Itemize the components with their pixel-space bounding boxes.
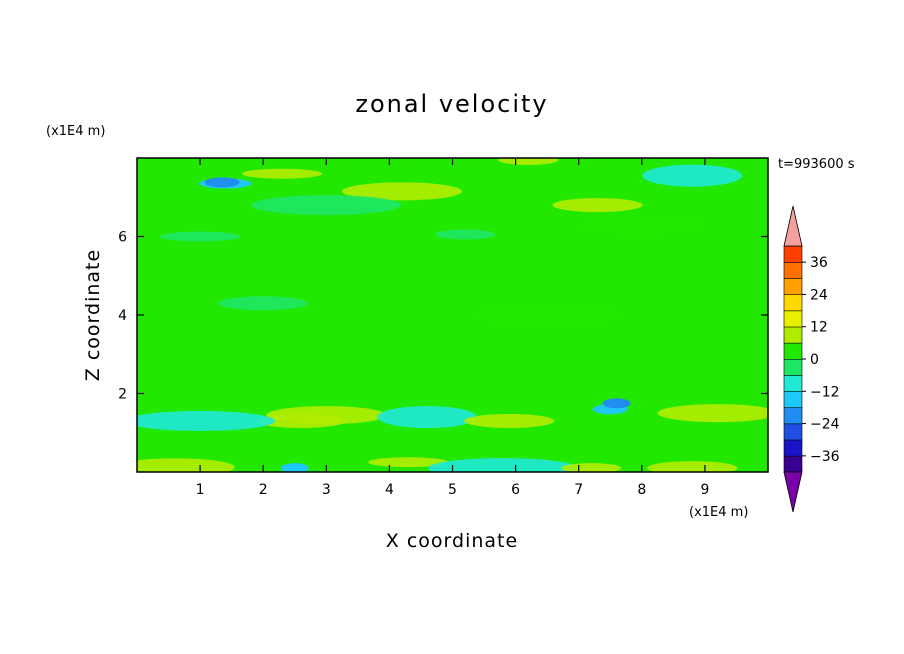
field-feature [256, 413, 347, 428]
field-feature [464, 413, 555, 428]
y-tick-label: 4 [118, 308, 127, 324]
y-axis-title: Z coordinate [82, 249, 104, 381]
colorbar-bin [783, 455, 803, 473]
colorbar-extend-high [783, 205, 803, 247]
field-feature [137, 458, 235, 472]
field-marks [137, 158, 768, 472]
field-feature [472, 305, 623, 325]
field-feature [561, 463, 622, 472]
field-feature [280, 463, 309, 472]
x-tick-label: 1 [196, 482, 205, 498]
x-tick-label: 7 [574, 482, 583, 498]
x-tick-label: 4 [385, 482, 394, 498]
colorbar-bin [783, 326, 803, 344]
x-tick-label: 6 [511, 482, 520, 498]
x-tick-label: 9 [700, 482, 709, 498]
y-axis: 2 4 6 [118, 230, 768, 403]
colorbar-tick-label: 12 [810, 320, 828, 336]
field-feature [435, 229, 496, 240]
field-feature [552, 198, 643, 213]
field-feature [642, 164, 743, 187]
colorbar-bin [783, 342, 803, 360]
colorbar-tick-label: −12 [810, 384, 840, 400]
colorbar-tick-label: 36 [810, 255, 828, 271]
colorbar-bin [783, 294, 803, 312]
y-tick-label: 6 [118, 230, 127, 246]
colorbar-extend-low [783, 471, 803, 513]
colorbar-tick-label: −36 [810, 449, 840, 465]
x-tick-label: 2 [259, 482, 268, 498]
field-feature [137, 410, 276, 431]
colorbar-bin [783, 245, 803, 263]
colorbar-bin [783, 423, 803, 441]
colorbar-bin [783, 358, 803, 376]
colorbar-tick-label: 24 [810, 287, 828, 303]
y-tick-label: 2 [118, 387, 127, 403]
colorbar-bin [783, 374, 803, 392]
x-tick-label: 3 [322, 482, 331, 498]
x-axis-title: X coordinate [386, 530, 518, 552]
time-label: t=993600 s [778, 157, 855, 172]
field-feature [218, 296, 309, 311]
field-feature [204, 177, 240, 188]
field-feature [428, 458, 578, 472]
field-feature [368, 457, 449, 468]
field-feature [657, 404, 768, 423]
field-feature [581, 215, 702, 234]
contour-field [137, 158, 768, 472]
x-unit-label: (x1E4 m) [689, 505, 748, 520]
field-feature [342, 182, 463, 201]
field-feature [242, 168, 323, 179]
field-feature [160, 231, 241, 242]
field-feature [498, 158, 559, 165]
field-feature [647, 461, 738, 472]
z-unit-label: (x1E4 m) [46, 124, 105, 139]
field-feature [602, 398, 631, 409]
colorbar-bin [783, 277, 803, 296]
field-feature [377, 406, 478, 429]
colorbar-tick-label: 0 [810, 352, 819, 368]
x-tick-label: 8 [637, 482, 646, 498]
x-axis: 1 2 3 4 5 6 7 8 9 [196, 158, 709, 498]
colorbar-bin [783, 310, 803, 328]
x-tick-label: 5 [448, 482, 457, 498]
field-feature [251, 195, 402, 216]
colorbar-bin [783, 390, 803, 409]
colorbar: 36 24 12 0 −12 −24 −36 [783, 205, 840, 513]
colorbar-bin [783, 439, 803, 457]
colorbar-bin [783, 261, 803, 279]
colorbar-tick-label: −24 [810, 417, 840, 433]
colorbar-bin [783, 407, 803, 425]
chart-title: zonal velocity [355, 90, 548, 118]
